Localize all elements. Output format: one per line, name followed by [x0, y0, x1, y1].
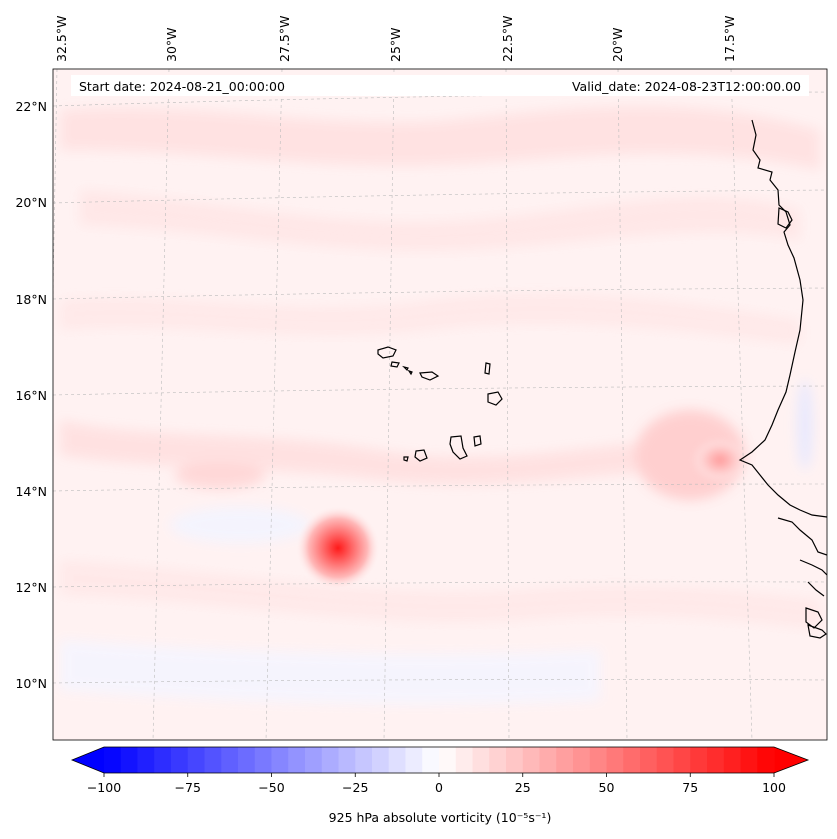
colorbar-cell	[455, 747, 474, 773]
colorbar-cell	[104, 747, 122, 773]
colorbar-tick-label: −100	[87, 780, 121, 795]
vorticity-maximum	[296, 506, 380, 590]
colorbar-tick-label: 75	[682, 780, 698, 795]
vorticity-field	[53, 69, 827, 740]
colorbar-cell	[372, 747, 390, 773]
colorbar-cell	[707, 747, 725, 773]
colorbar-cell	[171, 747, 189, 773]
lon-label: 32.5°W	[54, 16, 69, 62]
colorbar-cell	[673, 747, 691, 773]
colorbar-cell	[656, 747, 675, 773]
colorbar-cell	[690, 747, 708, 773]
lat-label: 16°N	[15, 388, 47, 403]
colorbar-max-arrow	[774, 747, 808, 773]
colorbar-cell	[489, 747, 507, 773]
colorbar-cell	[271, 747, 289, 773]
colorbar-cell	[137, 747, 155, 773]
colorbar-cell	[154, 747, 172, 773]
colorbar-tick-label: −25	[342, 780, 368, 795]
colorbar-cell	[573, 747, 591, 773]
colorbar-cell	[723, 747, 742, 773]
colorbar-cell	[305, 747, 323, 773]
african-coastline	[738, 119, 827, 518]
colorbar-tick-label: 50	[599, 780, 615, 795]
colorbar-cell	[187, 747, 206, 773]
lat-label: 20°N	[15, 195, 47, 210]
colorbar-cell	[640, 747, 658, 773]
colorbar-cell	[522, 747, 541, 773]
colorbar-cell	[120, 747, 139, 773]
lat-label: 10°N	[15, 676, 47, 691]
valid-date-label: Valid_date: 2024-08-23T12:00:00.00	[572, 79, 801, 94]
graticule	[53, 69, 827, 740]
lon-label: 22.5°W	[500, 16, 515, 62]
colorbar-cell	[238, 747, 256, 773]
colorbar-tick-label: 25	[515, 780, 531, 795]
start-date-label: Start date: 2024-08-21_00:00:00	[79, 79, 285, 94]
colorbar-cell	[439, 747, 457, 773]
colorbar-cell	[204, 747, 222, 773]
colorbar-cell	[254, 747, 273, 773]
colorbar-cell	[740, 747, 758, 773]
lon-label: 30°W	[164, 27, 179, 62]
colorbar-cell	[539, 747, 557, 773]
lat-label: 22°N	[15, 99, 47, 114]
colorbar: −100 −75 −50 −25 0 25 50 75 100 925 hPa absolute…	[70, 746, 810, 825]
lat-label: 14°N	[15, 484, 47, 499]
latitude-labels: 22°N 20°N 18°N 16°N 14°N 12°N 10°N	[15, 99, 47, 691]
cape-verde-islands	[377, 346, 503, 462]
colorbar-cell	[556, 747, 574, 773]
colorbar-cell	[288, 747, 306, 773]
colorbar-cell	[506, 747, 524, 773]
lon-label: 27.5°W	[277, 16, 292, 62]
colorbar-cell	[589, 747, 608, 773]
header-box	[71, 75, 809, 96]
colorbar-cell	[472, 747, 490, 773]
colorbar-cell	[338, 747, 356, 773]
lon-label: 17.5°W	[722, 16, 737, 62]
colorbar-cell	[321, 747, 340, 773]
colorbar-cell	[422, 747, 440, 773]
lat-label: 18°N	[15, 292, 47, 307]
longitude-labels: 32.5°W 30°W 27.5°W 25°W 22.5°W 20°W 17.5…	[54, 16, 737, 62]
lat-label: 12°N	[15, 580, 47, 595]
colorbar-cell	[606, 747, 624, 773]
lon-label: 25°W	[388, 27, 403, 62]
colorbar-tick-label: −50	[258, 780, 284, 795]
colorbar-title: 925 hPa absolute vorticity (10⁻⁵s⁻¹)	[329, 810, 552, 825]
colorbar-tick-label: 0	[435, 780, 443, 795]
coastline-detail	[777, 207, 827, 639]
colorbar-min-arrow	[72, 747, 104, 773]
colorbar-cell	[355, 747, 373, 773]
colorbar-cell	[757, 747, 775, 773]
lon-label: 20°W	[610, 27, 625, 62]
colorbar-cell	[405, 747, 423, 773]
colorbar-tick-label: −75	[175, 780, 201, 795]
colorbar-cell	[221, 747, 239, 773]
colorbar-cell	[623, 747, 641, 773]
map-frame	[52, 68, 828, 741]
colorbar-cell	[388, 747, 407, 773]
colorbar-tick-label: 100	[762, 780, 786, 795]
